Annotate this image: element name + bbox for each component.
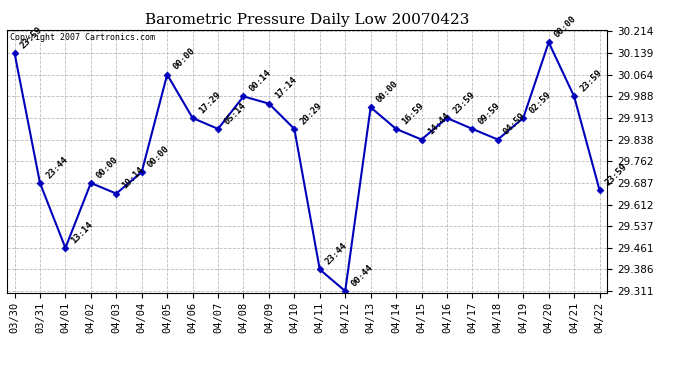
Text: 17:14: 17:14 bbox=[273, 75, 299, 101]
Text: 20:29: 20:29 bbox=[299, 101, 324, 126]
Text: 09:59: 09:59 bbox=[477, 101, 502, 126]
Text: 23:59: 23:59 bbox=[19, 25, 44, 50]
Text: 00:44: 00:44 bbox=[349, 263, 375, 288]
Text: 23:59: 23:59 bbox=[604, 162, 629, 188]
Text: 00:00: 00:00 bbox=[146, 144, 171, 169]
Text: 23:59: 23:59 bbox=[578, 68, 604, 94]
Text: 00:14: 00:14 bbox=[248, 68, 273, 94]
Text: 02:59: 02:59 bbox=[527, 90, 553, 115]
Text: 14:44: 14:44 bbox=[426, 111, 451, 137]
Text: 23:44: 23:44 bbox=[324, 242, 349, 267]
Text: 23:59: 23:59 bbox=[451, 90, 477, 115]
Text: 13:14: 13:14 bbox=[70, 220, 95, 245]
Text: 17:29: 17:29 bbox=[197, 90, 222, 115]
Text: 04:59: 04:59 bbox=[502, 111, 527, 137]
Text: Copyright 2007 Cartronics.com: Copyright 2007 Cartronics.com bbox=[10, 33, 155, 42]
Text: 00:00: 00:00 bbox=[553, 14, 578, 40]
Text: 00:00: 00:00 bbox=[375, 79, 400, 105]
Text: 00:00: 00:00 bbox=[95, 155, 120, 180]
Text: 19:14: 19:14 bbox=[121, 165, 146, 191]
Text: 00:00: 00:00 bbox=[171, 46, 197, 72]
Title: Barometric Pressure Daily Low 20070423: Barometric Pressure Daily Low 20070423 bbox=[145, 13, 469, 27]
Text: 23:44: 23:44 bbox=[44, 155, 70, 180]
Text: 05:14: 05:14 bbox=[222, 101, 248, 126]
Text: 16:59: 16:59 bbox=[400, 101, 426, 126]
